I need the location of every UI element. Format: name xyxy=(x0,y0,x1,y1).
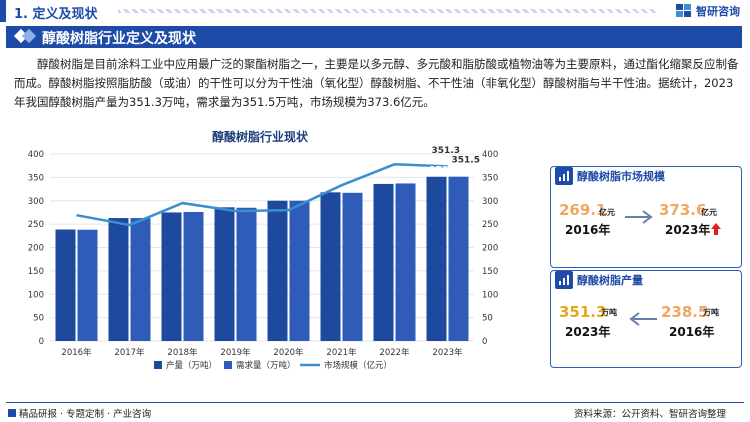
bar-production xyxy=(373,183,394,341)
bar-production xyxy=(320,192,341,341)
brand-logo-icon xyxy=(676,4,691,17)
bar-demand xyxy=(289,200,310,341)
market-2016-year: 2016年 xyxy=(565,223,611,237)
output-2016-value: 238.5 xyxy=(661,303,709,321)
market-card-header: 醇酸树脂市场规模 xyxy=(551,165,665,187)
output-2016-unit: 万吨 xyxy=(703,308,719,317)
y-tick-label-left: 100 xyxy=(28,290,44,300)
x-tick-label: 2022年 xyxy=(379,347,410,358)
line-market-size xyxy=(76,163,448,227)
output-2016-year: 2016年 xyxy=(669,325,715,339)
intro-paragraph: 醇酸树脂是目前涂料工业中应用最广泛的聚酯树脂之一，主要是以多元醇、多元酸和脂肪酸… xyxy=(14,57,739,109)
top-bar: 1. 定义及现状 智研咨询 xyxy=(0,0,750,22)
y-tick-label-right: 350 xyxy=(482,173,498,183)
bar-production xyxy=(108,218,129,341)
legend-label-production: 产量（万吨） xyxy=(166,360,217,371)
accent-bar xyxy=(0,0,6,22)
bar-demand xyxy=(448,176,469,341)
decorative-stripe xyxy=(118,9,658,13)
y-tick-label-right: 400 xyxy=(482,150,498,160)
square-icon xyxy=(8,409,16,417)
bar-production xyxy=(426,176,447,341)
y-tick-label-left: 0 xyxy=(39,337,44,347)
bar-demand xyxy=(236,207,257,341)
bar-demand xyxy=(183,211,204,341)
legend-swatch-production xyxy=(154,361,162,369)
data-label-demand: 351.5 xyxy=(452,156,480,166)
chart-title: 醇酸树脂行业现状 xyxy=(211,130,308,144)
output-card: 醇酸树脂产量 351.3 万吨 2023年 238.5 万吨 2016年 xyxy=(550,270,742,368)
arrow-left-icon xyxy=(629,312,657,326)
bar-production xyxy=(214,207,235,341)
footer-divider xyxy=(6,402,744,403)
y-tick-label-left: 250 xyxy=(28,220,44,230)
y-tick-label-right: 200 xyxy=(482,244,498,254)
y-tick-label-left: 50 xyxy=(33,314,44,324)
output-2023-value: 351.3 xyxy=(559,303,607,321)
x-tick-label: 2017年 xyxy=(114,347,145,358)
x-tick-label: 2019年 xyxy=(220,347,251,358)
footer-left: 精品研报 · 专题定制 · 产业咨询 xyxy=(8,406,151,420)
footer-source: 资料来源：公开资料、智研咨询整理 xyxy=(573,409,726,420)
x-tick-label: 2020年 xyxy=(273,347,304,358)
y-tick-label-right: 250 xyxy=(482,220,498,230)
data-label-production: 351.3 xyxy=(432,146,460,156)
arrow-right-icon xyxy=(625,210,653,224)
x-tick-label: 2016年 xyxy=(61,347,92,358)
chart-icon xyxy=(555,167,573,185)
bar-production xyxy=(267,200,288,341)
legend-label-market: 市场规模（亿元） xyxy=(324,360,392,371)
market-2023-unit: 亿元 xyxy=(701,208,717,217)
output-2023-year: 2023年 xyxy=(565,325,611,339)
brand-logo: 智研咨询 xyxy=(676,3,740,19)
market-size-card: 醇酸树脂市场规模 269.1 亿元 2016年 373.6 亿元 2023年 xyxy=(550,166,742,268)
arrow-up-icon xyxy=(711,223,721,235)
y-tick-label-right: 300 xyxy=(482,197,498,207)
data-label-market: 373.6 xyxy=(429,166,457,176)
y-tick-label-left: 200 xyxy=(28,244,44,254)
output-card-title: 醇酸树脂产量 xyxy=(577,274,643,287)
output-card-header: 醇酸树脂产量 xyxy=(551,269,643,291)
bar-demand xyxy=(342,192,363,341)
y-tick-label-right: 50 xyxy=(482,314,493,324)
y-tick-label-left: 350 xyxy=(28,173,44,183)
market-card-title: 醇酸树脂市场规模 xyxy=(577,170,665,183)
chart-icon xyxy=(555,271,573,289)
title-banner: 醇酸树脂行业定义及现状 xyxy=(6,26,742,48)
y-tick-label-right: 0 xyxy=(482,337,487,347)
x-tick-label: 2018年 xyxy=(167,347,198,358)
y-tick-label-left: 150 xyxy=(28,267,44,277)
bar-demand xyxy=(395,183,416,341)
y-tick-label-right: 100 xyxy=(482,290,498,300)
page-title: 醇酸树脂行业定义及现状 xyxy=(42,31,196,47)
bar-production xyxy=(161,212,182,341)
footer: 精品研报 · 专题定制 · 产业咨询 资料来源：公开资料、智研咨询整理 xyxy=(0,402,750,422)
bar-demand xyxy=(130,218,151,341)
y-tick-label-left: 400 xyxy=(28,150,44,160)
market-2016-value: 269.1 xyxy=(559,201,607,219)
legend-label-demand: 需求量（万吨） xyxy=(236,360,296,371)
footer-tagline: 精品研报 · 专题定制 · 产业咨询 xyxy=(19,409,152,420)
bar-production xyxy=(55,229,76,341)
market-2023-year: 2023年 xyxy=(665,223,711,237)
x-tick-label: 2021年 xyxy=(326,347,357,358)
x-tick-label: 2023年 xyxy=(432,347,463,358)
market-2016-unit: 亿元 xyxy=(599,208,615,217)
output-2023-unit: 万吨 xyxy=(601,308,617,317)
bar-demand xyxy=(77,229,98,341)
y-tick-label-right: 150 xyxy=(482,267,498,277)
y-tick-label-left: 300 xyxy=(28,197,44,207)
legend-swatch-demand xyxy=(224,361,232,369)
brand-name: 智研咨询 xyxy=(696,5,740,18)
market-2023-value: 373.6 xyxy=(659,201,707,219)
section-title: 1. 定义及现状 xyxy=(14,7,98,22)
